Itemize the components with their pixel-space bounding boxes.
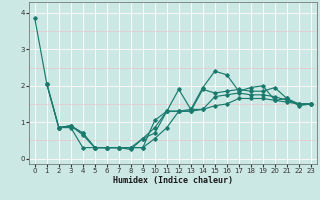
X-axis label: Humidex (Indice chaleur): Humidex (Indice chaleur) bbox=[113, 176, 233, 185]
